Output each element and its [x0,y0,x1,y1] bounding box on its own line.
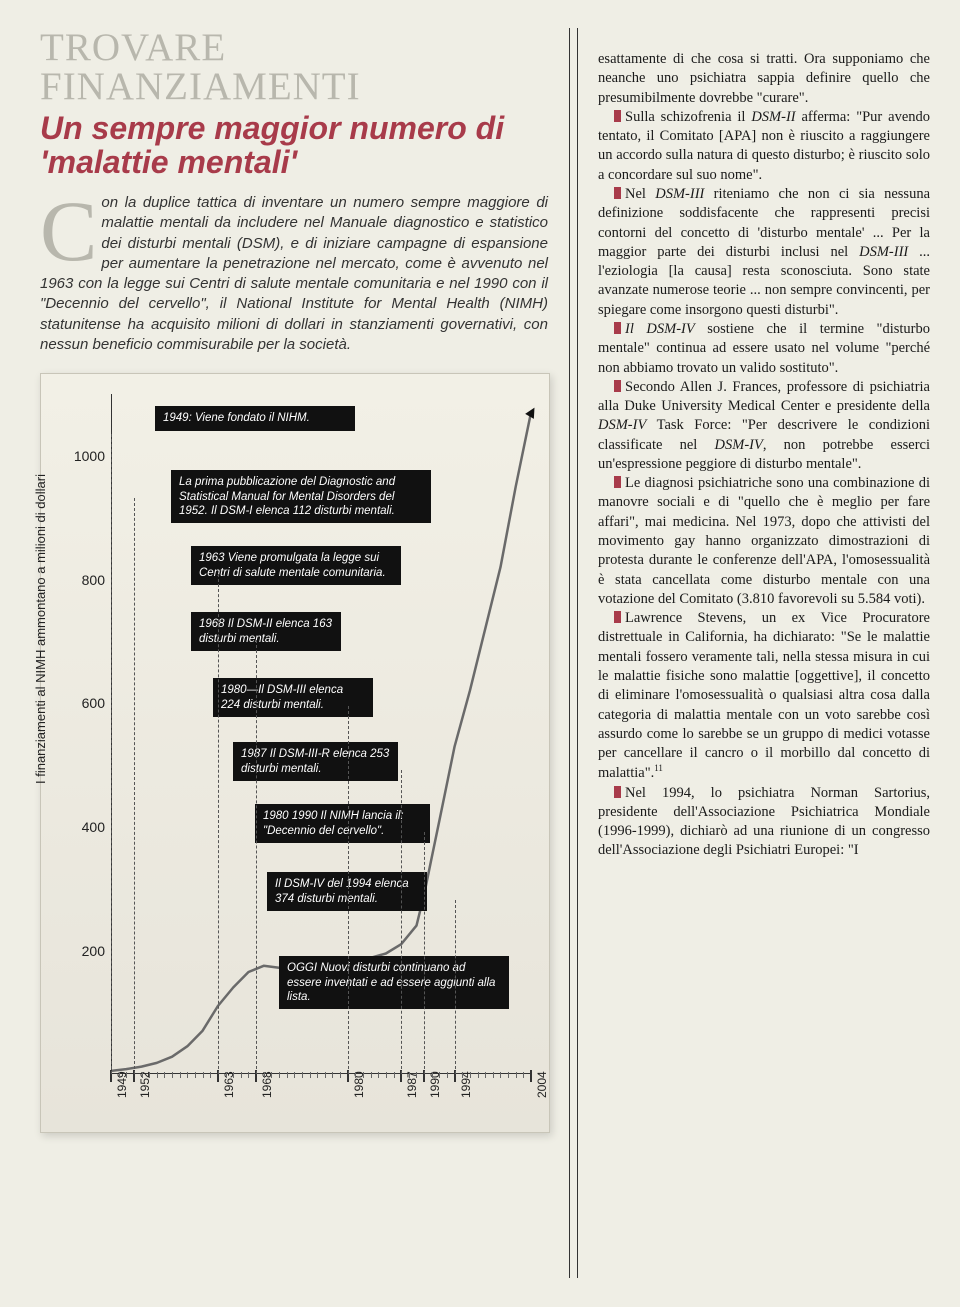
bullet-icon [614,322,621,334]
x-tick-minor [279,1072,280,1078]
bullet-icon [614,786,621,798]
x-tick-minor [462,1072,463,1078]
x-tick-minor [432,1072,433,1078]
x-tick-minor [340,1072,341,1078]
intro-text: on la duplice tattica di inventare un nu… [40,194,548,353]
body-paragraph: Sulla schizofrenia il DSM-II afferma: "P… [598,108,930,185]
column-rule-2 [577,28,578,1278]
y-tick-label: 600 [65,695,105,711]
body-paragraph: Nel DSM-III riteniamo che non ci sia nes… [598,185,930,320]
x-tick-minor [363,1072,364,1078]
x-tick-minor [149,1072,150,1078]
y-tick-label: 400 [65,819,105,835]
x-tick-mark [530,1070,532,1082]
x-tick-minor [226,1072,227,1078]
bullet-icon [614,187,621,199]
body-paragraph: esattamente di che cosa si tratti. Ora s… [598,50,930,108]
x-tick-minor [142,1072,143,1078]
y-axis-label: I finanziamenti al NIMH ammontano a mili… [33,474,48,784]
chart-leader-line [134,498,135,1074]
body-paragraph: Nel 1994, lo psichiatra Norman Sartorius… [598,784,930,861]
bullet-icon [614,611,621,623]
x-tick-minor [416,1072,417,1078]
body-paragraph: Lawrence Stevens, un ex Vice Procuratore… [598,609,930,783]
body-paragraph: Il DSM-IV sostiene che il termine "distu… [598,320,930,378]
x-tick-minor [203,1072,204,1078]
x-tick-minor [317,1072,318,1078]
intro-paragraph: C on la duplice tattica di inventare un … [40,193,548,355]
dropcap: C [40,193,101,264]
bullet-icon [614,476,621,488]
y-tick-label: 200 [65,943,105,959]
x-tick-minor [164,1072,165,1078]
x-tick-minor [241,1072,242,1078]
x-tick-minor [271,1072,272,1078]
x-tick-minor [187,1072,188,1078]
chart-plot-area: 2004006008001000194919521963196819801987… [111,394,531,1074]
x-tick-minor [119,1072,120,1078]
chart-container: I finanziamenti al NIMH ammontano a mili… [40,373,550,1133]
x-tick-minor [493,1072,494,1078]
chart-leader-line [455,900,456,1074]
x-tick-minor [294,1072,295,1078]
column-rule [569,28,570,1278]
body-paragraph: Le diagnosi psichiatriche sono una combi… [598,474,930,609]
x-tick-minor [508,1072,509,1078]
chart-leader-line [218,574,219,1074]
x-tick-minor [126,1072,127,1078]
chart-annotation: 1987 Il DSM-III-R elenca 253 disturbi me… [233,742,398,781]
page: TROVARE FINANZIAMENTI Un sempre maggior … [0,0,960,1307]
right-column: esattamente di che cosa si tratti. Ora s… [570,0,960,1307]
x-tick-minor [378,1072,379,1078]
chart-annotation: 1980 1990 Il NIMH lancia il: "Decennio d… [255,804,430,843]
x-tick-minor [332,1072,333,1078]
y-tick-label: 1000 [65,448,105,464]
x-tick-label: 2004 [535,1071,549,1098]
x-tick-minor [523,1072,524,1078]
x-tick-minor [394,1072,395,1078]
x-tick-minor [302,1072,303,1078]
x-tick-minor [439,1072,440,1078]
x-tick-minor [195,1072,196,1078]
left-column: TROVARE FINANZIAMENTI Un sempre maggior … [0,0,570,1307]
chart-leader-line [348,706,349,1074]
bullet-icon [614,380,621,392]
x-tick-minor [264,1072,265,1078]
x-tick-minor [447,1072,448,1078]
chart-annotation: La prima pubblicazione del Diagnostic an… [171,470,431,523]
x-tick-minor [409,1072,410,1078]
x-tick-minor [157,1072,158,1078]
x-tick-minor [386,1072,387,1078]
headline: Un sempre maggior numero di 'malattie me… [40,112,548,179]
chart-annotation: OGGI Nuovi disturbi continuano ad essere… [279,956,509,1009]
x-tick-minor [325,1072,326,1078]
body-paragraph: Secondo Allen J. Frances, professore di … [598,378,930,474]
x-tick-minor [485,1072,486,1078]
x-tick-minor [248,1072,249,1078]
x-tick-minor [478,1072,479,1078]
x-tick-minor [287,1072,288,1078]
x-tick-minor [500,1072,501,1078]
chart-annotation: 1949: Viene fondato il NIHM. [155,406,355,430]
x-tick-minor [516,1072,517,1078]
x-tick-minor [210,1072,211,1078]
chart-leader-line [424,832,425,1074]
chart-annotation: 1980—Il DSM-III elenca 224 disturbi ment… [213,678,373,717]
x-tick-minor [233,1072,234,1078]
x-tick-minor [355,1072,356,1078]
chart-annotation: 1968 Il DSM-II elenca 163 disturbi menta… [191,612,341,651]
chart-leader-line [111,434,112,1074]
x-tick-minor [180,1072,181,1078]
overline-title: TROVARE FINANZIAMENTI [40,28,548,106]
chart-annotation: 1963 Viene promulgata la legge sui Centr… [191,546,401,585]
x-tick-minor [371,1072,372,1078]
bullet-icon [614,110,621,122]
x-tick-minor [172,1072,173,1078]
chart-leader-line [401,770,402,1074]
y-tick-label: 800 [65,572,105,588]
x-tick-minor [310,1072,311,1078]
chart-leader-line [256,640,257,1074]
x-tick-minor [470,1072,471,1078]
